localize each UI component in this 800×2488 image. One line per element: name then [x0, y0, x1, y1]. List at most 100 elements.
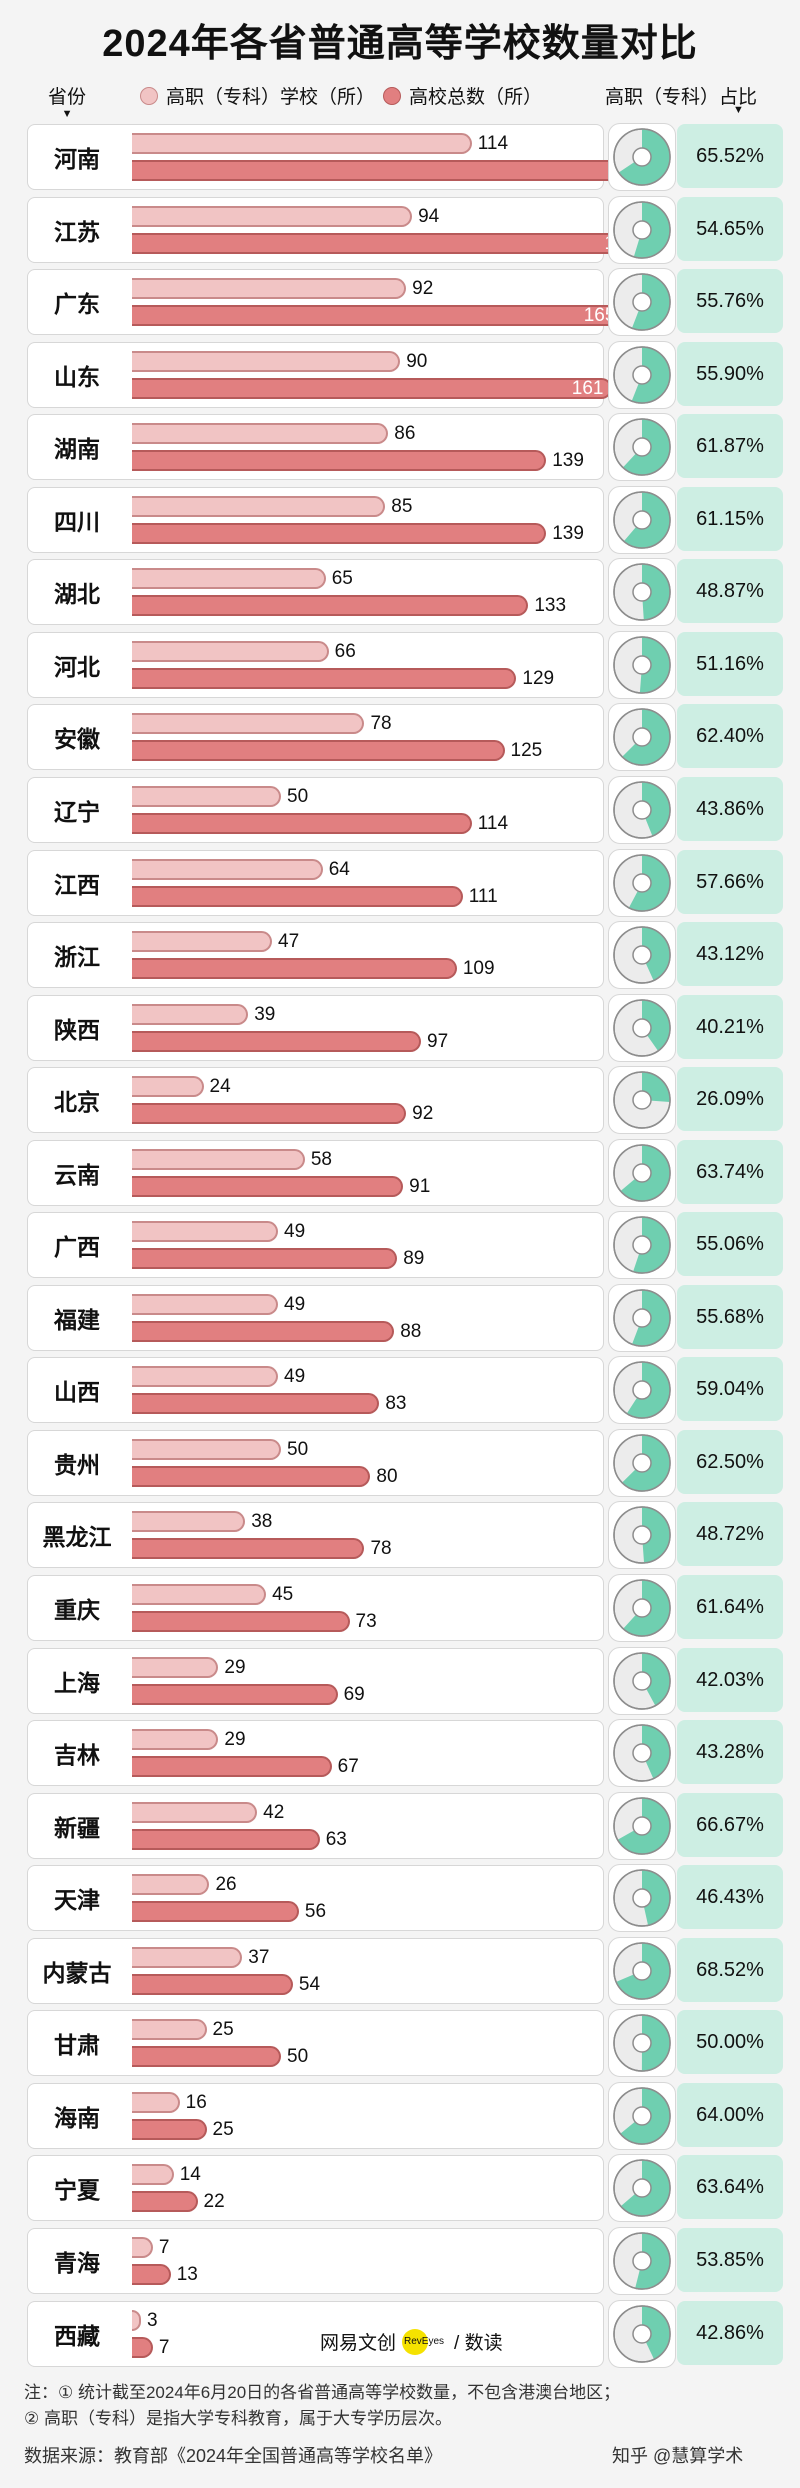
province-row: 吉林 29 67 — [27, 1720, 604, 1786]
province-row: 黑龙江 38 78 — [27, 1502, 604, 1568]
ratio-header[interactable]: 高职（专科）占比 ▼ — [605, 82, 758, 116]
total-value: 22 — [203, 2191, 225, 2212]
legend-vocational-label: 高职（专科）学校（所） — [166, 87, 376, 108]
ratio-percent: 51.16% — [677, 632, 783, 696]
total-value: 83 — [385, 1393, 407, 1414]
vocational-bar — [132, 423, 389, 444]
vocational-value: 29 — [224, 1657, 246, 1678]
province-header-label: 省份 — [48, 87, 87, 108]
ratio-percent: 43.12% — [677, 922, 783, 986]
ratio-slice — [614, 419, 670, 475]
vocational-bar — [132, 568, 326, 589]
province-label: 黑龙江 — [42, 1524, 112, 1550]
ratio-slice — [614, 709, 670, 765]
ratio-slice — [614, 1653, 670, 1709]
province-label: 上海 — [54, 1670, 100, 1696]
ratio-header-label: 高职（专科）占比 — [605, 87, 758, 108]
province-row: 青海 7 13 — [27, 2228, 604, 2294]
logo-mid-text: RevEyes — [404, 2336, 445, 2347]
ratio-slice — [614, 2233, 670, 2289]
data-source: 数据来源：教育部《2024年全国普通高等学校名单》 — [24, 2446, 443, 2466]
total-bar — [132, 1538, 365, 1559]
vocational-bar — [132, 641, 329, 662]
ratio-pie — [608, 1864, 676, 1932]
ratio-slice — [614, 1798, 670, 1854]
ratio-slice — [614, 564, 670, 620]
ratio-slice — [614, 274, 670, 330]
province-row: 四川 85 139 — [27, 487, 604, 553]
province-row: 陕西 39 97 — [27, 995, 604, 1061]
total-value: 139 — [552, 523, 584, 544]
total-value: 109 — [462, 958, 495, 979]
sort-arrow-icon: ▼ — [61, 108, 73, 120]
total-bar — [132, 523, 547, 544]
vocational-value: 38 — [251, 1511, 273, 1532]
vocational-bar — [132, 496, 386, 517]
ratio-slice — [614, 1725, 670, 1781]
vocational-value: 94 — [418, 206, 440, 227]
province-label: 青海 — [54, 2250, 100, 2276]
province-label: 新疆 — [54, 1815, 100, 1841]
ratio-pie — [608, 268, 676, 336]
ratio-pie — [608, 2154, 676, 2222]
ratio-slice — [614, 1072, 670, 1128]
ratio-pie — [608, 703, 676, 771]
ratio-percent: 42.86% — [677, 2301, 783, 2365]
vocational-value: 50 — [287, 1439, 309, 1460]
province-label: 甘肃 — [54, 2032, 100, 2058]
ratio-pie — [608, 486, 676, 554]
ratio-pie — [608, 1356, 676, 1424]
total-bar — [132, 1393, 380, 1414]
ratio-pie — [608, 1066, 676, 1134]
province-label: 江苏 — [54, 219, 100, 245]
province-label: 宁夏 — [54, 2177, 100, 2203]
chart-title: 2024年各省普通高等学校数量对比 — [102, 23, 698, 65]
ratio-percent: 46.43% — [677, 1865, 783, 1929]
vocational-bar — [132, 1149, 305, 1170]
ratio-slice — [614, 855, 670, 911]
total-bar — [132, 450, 547, 471]
total-value: 114 — [477, 813, 509, 834]
total-bar — [132, 813, 472, 834]
ratio-pie — [608, 1719, 676, 1787]
ratio-percent: 54.65% — [677, 197, 783, 261]
ratio-percent: 63.74% — [677, 1140, 783, 1204]
brand-logo: 网易文创 RevEyes / 数读 — [320, 2328, 503, 2355]
vocational-value: 49 — [284, 1294, 306, 1315]
total-bar — [132, 1248, 398, 1269]
vocational-bar — [132, 1657, 219, 1678]
province-label: 辽宁 — [54, 799, 100, 825]
province-row: 湖南 86 139 — [27, 414, 604, 480]
total-value: 73 — [355, 1611, 377, 1632]
vocational-value: 14 — [179, 2164, 201, 2185]
total-value: 80 — [376, 1466, 398, 1487]
legend-total-swatch — [383, 86, 401, 105]
province-label: 安徽 — [54, 726, 100, 752]
vocational-value: 85 — [391, 496, 413, 517]
ratio-slice — [614, 1362, 670, 1418]
ratio-percent: 68.52% — [677, 1938, 783, 2002]
province-header[interactable]: 省份 ▼ — [48, 82, 87, 120]
vocational-bar — [132, 133, 472, 154]
province-row: 云南 58 91 — [27, 1140, 604, 1206]
vocational-value: 49 — [284, 1221, 306, 1242]
province-label: 吉林 — [54, 1742, 100, 1768]
vocational-value: 45 — [272, 1584, 294, 1605]
legend-vocational: 高职（专科）学校（所） — [140, 82, 375, 109]
logo-right-text: / 数读 — [454, 2333, 503, 2354]
vocational-bar — [132, 931, 273, 952]
ratio-pie — [608, 849, 676, 917]
province-row: 山东 90 161 — [27, 342, 612, 408]
ratio-pie — [608, 1429, 676, 1497]
ratio-slice — [614, 2088, 670, 2144]
ratio-pie — [608, 1501, 676, 1569]
province-row: 广西 49 89 — [27, 1212, 604, 1278]
total-bar — [132, 305, 624, 326]
total-bar — [132, 740, 505, 761]
vocational-value: 92 — [412, 278, 434, 299]
total-value: 69 — [343, 1684, 365, 1705]
ratio-slice — [614, 1507, 670, 1563]
vocational-value: 47 — [278, 931, 300, 952]
vocational-value: 7 — [158, 2237, 170, 2258]
province-row: 北京 24 92 — [27, 1067, 604, 1133]
